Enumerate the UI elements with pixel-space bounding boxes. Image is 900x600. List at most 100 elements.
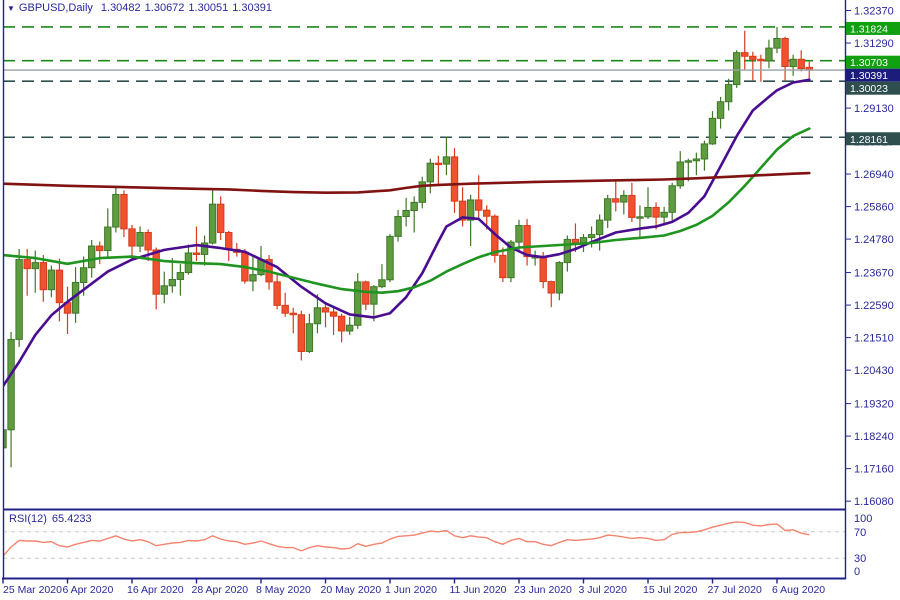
candle xyxy=(329,306,338,335)
candle-body xyxy=(571,238,580,244)
candle-body xyxy=(402,209,410,218)
rsi-scale-label: 0 xyxy=(854,566,860,578)
candle-body xyxy=(523,225,531,258)
candle xyxy=(692,152,701,176)
candle xyxy=(603,194,612,228)
candle xyxy=(644,187,652,219)
price-level-tag: 1.30391 xyxy=(846,68,900,82)
time-axis[interactable]: 25 Mar 2020 6 Apr 2020 16 Apr 2020 28 Apr 2… xyxy=(2,579,825,597)
candle xyxy=(426,158,435,194)
candle-body xyxy=(168,278,177,287)
candle-body xyxy=(136,231,144,247)
candle-body xyxy=(789,58,797,68)
date-axis-label: 6 Aug 2020 xyxy=(772,584,825,596)
candle-body xyxy=(23,259,31,270)
ma-mid-green-line xyxy=(3,127,811,295)
candle xyxy=(176,264,185,296)
candle-body xyxy=(587,234,596,239)
candle xyxy=(281,292,289,317)
price-axis-label: 1.17160 xyxy=(854,464,894,476)
price-axis-label: 1.24780 xyxy=(854,234,894,246)
candle-body xyxy=(410,201,418,211)
candle-body xyxy=(749,55,757,60)
candle-body xyxy=(732,52,741,86)
chart-frame xyxy=(2,0,847,580)
candle-body xyxy=(176,272,185,280)
candle xyxy=(337,313,346,343)
main-pane[interactable] xyxy=(0,26,845,484)
candle-body xyxy=(7,338,15,431)
candle-body xyxy=(773,37,781,49)
candle-body xyxy=(112,194,120,228)
candle xyxy=(668,182,676,221)
candle xyxy=(152,247,160,310)
candle-body xyxy=(55,269,64,304)
date-axis-label: 16 Apr 2020 xyxy=(127,584,184,596)
candle xyxy=(555,261,564,301)
candle-body xyxy=(337,315,346,332)
candle-body xyxy=(225,231,233,250)
candle-body xyxy=(120,194,128,230)
price-axis-label: 1.31290 xyxy=(854,38,894,50)
candle-body xyxy=(741,52,749,57)
candle xyxy=(523,218,531,266)
candle xyxy=(515,219,523,251)
candle-body xyxy=(31,262,39,270)
price-axis-label: 1.16080 xyxy=(854,496,894,508)
candle xyxy=(547,280,555,308)
candle-body xyxy=(216,203,225,233)
candle-body xyxy=(297,314,306,352)
candle-body xyxy=(684,160,693,163)
candle xyxy=(410,196,418,233)
candle-body xyxy=(595,219,604,236)
candle-body xyxy=(757,58,765,62)
candle-body xyxy=(612,198,620,203)
date-axis-label: 28 Apr 2020 xyxy=(192,584,249,596)
candle xyxy=(781,36,789,81)
candle xyxy=(216,196,225,241)
candle-body xyxy=(797,58,805,70)
candle xyxy=(96,241,104,265)
candle xyxy=(249,256,257,292)
candle xyxy=(499,247,507,283)
price-tag-value: 1.30703 xyxy=(850,57,888,69)
candle xyxy=(636,205,644,239)
candle xyxy=(442,137,451,176)
rsi-indicator-label: RSI(12) 65.4233 xyxy=(9,513,92,525)
price-tag-value: 1.28161 xyxy=(850,134,888,146)
candle-body xyxy=(724,84,733,103)
candle xyxy=(450,148,459,213)
candle-body xyxy=(547,281,555,294)
candle-body xyxy=(370,286,378,305)
candle-body xyxy=(474,199,483,211)
candle xyxy=(620,190,628,215)
candle-body xyxy=(208,203,217,244)
candle-body xyxy=(426,162,435,183)
price-axis-label: 1.22590 xyxy=(854,300,894,312)
candle xyxy=(716,96,725,129)
rsi-pane[interactable] xyxy=(3,521,845,559)
price-tag-box xyxy=(846,68,900,82)
price-tag-value: 1.30023 xyxy=(850,83,888,95)
candle-body xyxy=(345,324,354,332)
price-level-tag: 1.31824 xyxy=(846,21,900,35)
symbol-dropdown-icon[interactable]: ▼ xyxy=(7,3,15,13)
candle-body xyxy=(305,323,314,352)
ohlc-low: 1.30051 xyxy=(188,2,229,14)
candle xyxy=(757,54,765,82)
candle-body xyxy=(660,211,668,218)
candle xyxy=(15,249,23,347)
candle-body xyxy=(781,37,789,68)
candle-body xyxy=(47,269,56,291)
price-axis-label: 1.23670 xyxy=(854,268,894,280)
price-axis-label: 1.32370 xyxy=(854,5,894,17)
ohlc-close: 1.30391 xyxy=(232,2,272,14)
candle-body xyxy=(354,281,362,326)
candle-body xyxy=(765,47,773,62)
candle-body xyxy=(539,256,547,283)
price-tag-box xyxy=(846,55,900,69)
candle-body xyxy=(418,181,426,203)
candle-body xyxy=(160,285,168,295)
